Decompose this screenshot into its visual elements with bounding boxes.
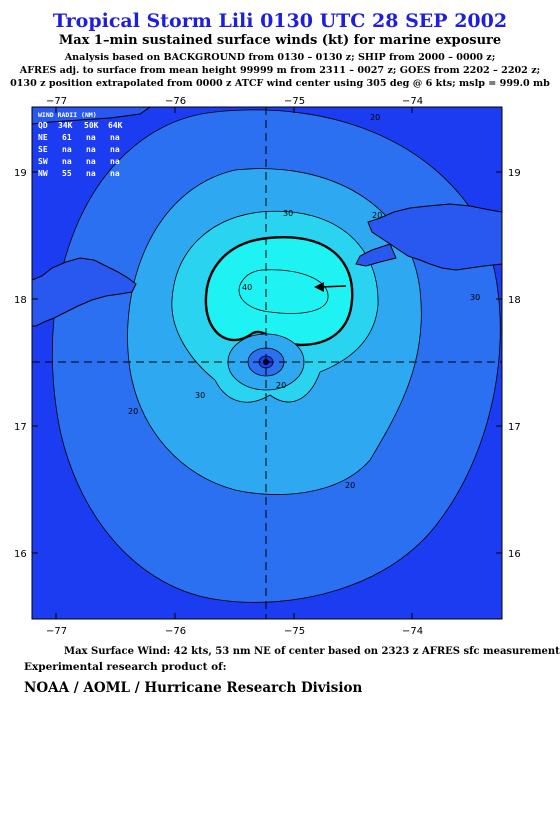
band-gt40 bbox=[238, 269, 329, 314]
wind-radii-table: WIND RADII (NM) QD 34K 50K 64K NE 61 na … bbox=[38, 111, 123, 178]
wind-radii-title: WIND RADII (NM) bbox=[38, 111, 97, 119]
wind-radii-cell: na bbox=[110, 133, 120, 142]
lat-tick-left: 16 bbox=[14, 549, 27, 560]
lat-tick-right: 19 bbox=[508, 168, 521, 179]
analysis-line-2: AFRES adj. to surface from mean height 9… bbox=[19, 65, 541, 76]
land-haiti-peninsula bbox=[355, 243, 397, 267]
wind-bands bbox=[32, 107, 502, 603]
lat-tick-left: 18 bbox=[14, 295, 27, 306]
analysis-line-3: 0130 z position extrapolated from 0000 z… bbox=[10, 78, 550, 89]
lon-tick-bottom: −77 bbox=[46, 626, 67, 637]
wind-radii-cell: 61 bbox=[62, 133, 72, 142]
wind-radii-h1: 34K bbox=[58, 121, 73, 130]
max-wind-arrow bbox=[314, 282, 347, 292]
lon-tick-bottom: −75 bbox=[284, 626, 305, 637]
lat-tick-left: 17 bbox=[14, 422, 27, 433]
wind-radii-cell: SE bbox=[38, 145, 48, 154]
wind-radii-cell: na bbox=[86, 145, 96, 154]
page-subtitle: Max 1–min sustained surface winds (kt) f… bbox=[58, 33, 502, 48]
lat-tick-right: 17 bbox=[508, 422, 521, 433]
contour-label: 20 bbox=[372, 211, 382, 220]
contour-label: 20 bbox=[128, 407, 138, 416]
wind-radii-h3: 64K bbox=[108, 121, 123, 130]
wind-radii-cell: SW bbox=[38, 157, 48, 166]
lat-tick-right: 16 bbox=[508, 549, 521, 560]
contour-label: 30 bbox=[283, 209, 293, 218]
experimental-note: Experimental research product of: bbox=[24, 661, 227, 673]
wind-radii-h0: QD bbox=[38, 121, 48, 130]
lat-tick-right: 18 bbox=[508, 295, 521, 306]
lon-tick-top: −77 bbox=[46, 96, 67, 107]
storm-center-marker bbox=[263, 359, 269, 365]
org-name: NOAA / AOML / Hurricane Research Divisio… bbox=[24, 680, 363, 696]
contour-label: 20 bbox=[276, 381, 286, 390]
wind-radii-cell: na bbox=[110, 157, 120, 166]
wind-radii-cell: na bbox=[86, 169, 96, 178]
land-haiti bbox=[367, 203, 502, 271]
contour-labels: 20 30 40 20 30 20 20 30 20 bbox=[128, 113, 480, 490]
contour-label: 30 bbox=[195, 391, 205, 400]
max-wind-note: Max Surface Wind: 42 kts, 53 nm NE of ce… bbox=[64, 646, 560, 657]
lat-tick-left: 19 bbox=[14, 168, 27, 179]
frame-ticks bbox=[32, 107, 502, 619]
contour-label: 20 bbox=[370, 113, 380, 122]
contour-label: 20 bbox=[345, 481, 355, 490]
wind-radii-cell: 55 bbox=[62, 169, 72, 178]
wind-radii-cell: na bbox=[110, 169, 120, 178]
land-jamaica bbox=[32, 257, 137, 327]
page-title: Tropical Storm Lili 0130 UTC 28 SEP 2002 bbox=[52, 10, 508, 32]
contour-label: 30 bbox=[470, 293, 480, 302]
wind-radii-cell: NW bbox=[38, 169, 48, 178]
lon-tick-top: −75 bbox=[284, 96, 305, 107]
lon-tick-bottom: −74 bbox=[402, 626, 423, 637]
wind-radii-cell: na bbox=[86, 133, 96, 142]
wind-radii-cell: NE bbox=[38, 133, 48, 142]
wind-radii-h2: 50K bbox=[84, 121, 99, 130]
analysis-line-1: Analysis based on BACKGROUND from 0130 –… bbox=[64, 52, 496, 63]
contour-label: 40 bbox=[242, 283, 252, 292]
lon-tick-top: −74 bbox=[402, 96, 423, 107]
wind-map: 20 30 40 20 30 20 20 30 20 WIND RADII (N… bbox=[14, 96, 521, 637]
wind-radii-cell: na bbox=[62, 157, 72, 166]
lon-tick-top: −76 bbox=[165, 96, 186, 107]
land-cuba bbox=[32, 107, 151, 125]
wind-radii-cell: na bbox=[62, 145, 72, 154]
wind-radii-cell: na bbox=[86, 157, 96, 166]
wind-radii-cell: na bbox=[110, 145, 120, 154]
lon-tick-bottom: −76 bbox=[165, 626, 186, 637]
